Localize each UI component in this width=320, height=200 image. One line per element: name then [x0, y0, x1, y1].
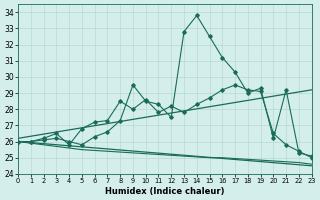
X-axis label: Humidex (Indice chaleur): Humidex (Indice chaleur): [105, 187, 225, 196]
